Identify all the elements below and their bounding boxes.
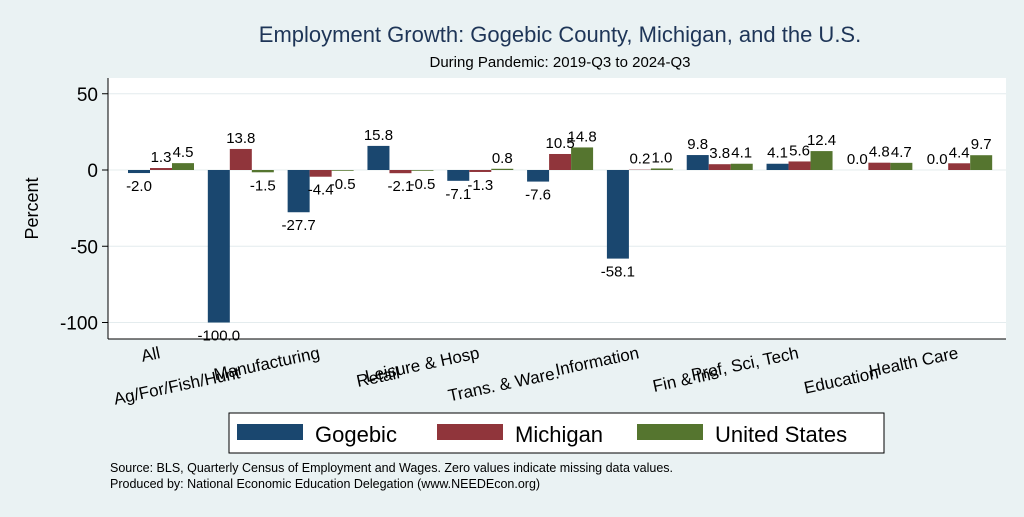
- data-label: -27.7: [282, 217, 316, 234]
- y-tick-label: 0: [87, 161, 98, 182]
- x-tick-label: Prof, Sci, Tech: [690, 343, 801, 384]
- data-label: -0.5: [410, 176, 436, 193]
- data-label: 9.7: [971, 136, 992, 153]
- bar-gogebic: [288, 170, 310, 212]
- bar-michigan: [310, 170, 332, 177]
- legend-swatch: [237, 424, 303, 440]
- bar-united-states: [252, 170, 274, 172]
- data-label: 4.8: [869, 144, 890, 161]
- chart-subtitle: During Pandemic: 2019-Q3 to 2024-Q3: [430, 54, 691, 71]
- bar-gogebic: [607, 170, 629, 259]
- bar-michigan: [948, 163, 970, 170]
- bar-gogebic: [447, 170, 469, 181]
- bar-united-states: [651, 168, 673, 170]
- bar-united-states: [811, 151, 833, 170]
- data-label: 0.0: [927, 151, 948, 168]
- data-label: 14.8: [567, 128, 596, 145]
- bar-michigan: [789, 161, 811, 170]
- bar-gogebic: [208, 170, 230, 323]
- data-label: 9.8: [687, 136, 708, 153]
- data-label: 12.4: [807, 132, 836, 149]
- data-label: 3.8: [709, 145, 730, 162]
- data-label: 13.8: [226, 130, 255, 147]
- data-label: 4.1: [731, 145, 752, 162]
- bar-united-states: [172, 163, 194, 170]
- data-label: -100.0: [198, 328, 241, 345]
- data-label: -58.1: [601, 264, 635, 281]
- x-tick-label: Trans. & Ware.: [446, 363, 561, 405]
- bar-gogebic: [687, 155, 709, 170]
- bar-michigan: [868, 163, 890, 170]
- data-label: -1.5: [250, 177, 276, 194]
- bar-michigan: [150, 168, 172, 170]
- plot-area: [108, 78, 1006, 339]
- data-label: 4.4: [949, 144, 970, 161]
- bar-michigan: [230, 149, 252, 170]
- x-tick-label: All: [139, 343, 161, 366]
- source-note: Source: BLS, Quarterly Census of Employm…: [110, 461, 673, 475]
- bar-united-states: [731, 164, 753, 170]
- bar-michigan: [549, 154, 571, 170]
- data-label: 4.1: [767, 145, 788, 162]
- legend: Gogebic Michigan United States: [229, 413, 884, 453]
- data-label: 1.0: [651, 149, 672, 166]
- bar-michigan: [469, 170, 491, 172]
- x-tick-label: Manufacturing: [212, 343, 321, 384]
- source-notes: Source: BLS, Quarterly Census of Employm…: [110, 461, 673, 491]
- data-label: 4.5: [173, 144, 194, 161]
- bar-gogebic: [767, 164, 789, 170]
- y-tick-label: -100: [60, 314, 98, 335]
- legend-label: Michigan: [515, 422, 603, 447]
- data-label: -7.6: [525, 187, 551, 204]
- x-tick-label: Leisure & Hosp: [363, 343, 481, 386]
- chart-title: Employment Growth: Gogebic County, Michi…: [259, 22, 861, 47]
- bar-gogebic: [527, 170, 549, 182]
- bar-united-states: [890, 163, 912, 170]
- legend-label: Gogebic: [315, 422, 397, 447]
- y-axis-label: Percent: [22, 177, 42, 239]
- data-label: -0.5: [330, 176, 356, 193]
- data-label: -1.3: [467, 177, 493, 194]
- bar-united-states: [332, 170, 354, 171]
- bar-united-states: [491, 169, 513, 170]
- x-tick-label: Information: [554, 343, 641, 379]
- bar-united-states: [970, 155, 992, 170]
- source-note: Produced by: National Economic Education…: [110, 477, 540, 491]
- bar-gogebic: [367, 146, 389, 170]
- data-label: 0.2: [629, 151, 650, 168]
- data-label: 0.0: [847, 151, 868, 168]
- bar-gogebic: [128, 170, 150, 173]
- data-label: 0.8: [492, 150, 513, 167]
- y-tick-label: -50: [71, 237, 98, 258]
- bar-michigan: [709, 164, 731, 170]
- legend-swatch: [437, 424, 503, 440]
- data-label: 15.8: [364, 127, 393, 144]
- bar-michigan: [389, 170, 411, 173]
- bar-united-states: [411, 170, 433, 171]
- data-label: -2.0: [126, 178, 152, 195]
- legend-swatch: [637, 424, 703, 440]
- y-tick-label: 50: [77, 85, 98, 106]
- data-label: 1.3: [151, 149, 172, 166]
- data-label: 4.7: [891, 144, 912, 161]
- legend-label: United States: [715, 422, 847, 447]
- x-tick-label: Health Care: [867, 343, 960, 380]
